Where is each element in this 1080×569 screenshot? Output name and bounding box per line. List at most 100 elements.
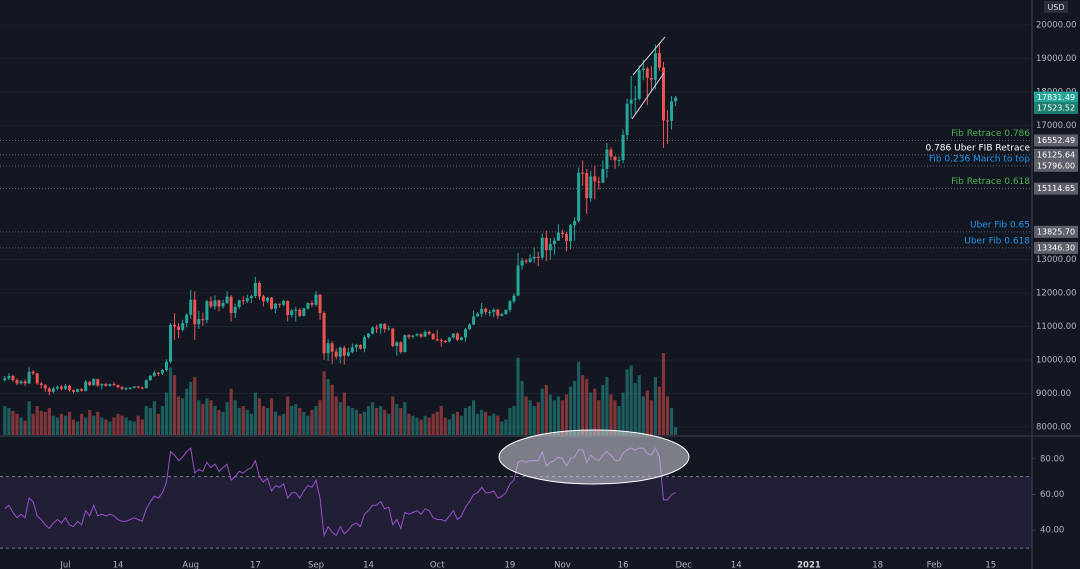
candle-body (39, 383, 43, 386)
volume-bar (649, 400, 653, 435)
volume-bar (564, 394, 569, 435)
candle-body (504, 309, 508, 315)
candle-body (670, 101, 674, 121)
candle-body (645, 68, 649, 78)
candle-body (512, 295, 516, 302)
x-tick-label: Nov (554, 561, 571, 569)
y-tick-label: 8000.00 (1036, 422, 1071, 432)
volume-bar (3, 406, 7, 435)
volume-bar (431, 413, 435, 435)
candle-body (233, 307, 237, 314)
candle-body (674, 97, 678, 102)
volume-bar (383, 409, 387, 435)
candle-body (476, 313, 480, 317)
volume-bar (156, 413, 160, 435)
candle-body (637, 70, 641, 99)
volume-bar (520, 380, 524, 435)
volume-bar (556, 396, 561, 435)
level-label: Fib 0.236 March to top (929, 154, 1030, 164)
candle-body (609, 149, 613, 157)
y-tick-label: 9000.00 (1036, 389, 1071, 399)
volume-bar (39, 410, 43, 435)
candle-body (342, 347, 346, 356)
volume-bar (278, 415, 282, 435)
last-price: 17831.49 (1037, 93, 1075, 102)
volume-bar (415, 417, 419, 435)
volume-bar (286, 396, 290, 435)
candle-body (88, 381, 92, 386)
volume-bar (621, 392, 625, 435)
volume-bar (617, 406, 621, 435)
rsi-tick-label: 60.00 (1040, 490, 1064, 500)
x-tick-label: 19 (505, 561, 516, 569)
candle-body (108, 384, 112, 386)
volume-bar (435, 411, 439, 435)
volume-bar (282, 413, 286, 435)
volume-bar (265, 407, 270, 435)
volume-bar (366, 406, 371, 435)
volume-bar (269, 398, 274, 435)
volume-bar (661, 353, 666, 435)
candle-body (298, 309, 302, 316)
candle-body (597, 181, 601, 183)
candle-body (31, 371, 35, 374)
volume-bar (370, 402, 375, 435)
candle-body (128, 387, 132, 389)
candle-body (500, 314, 504, 316)
price-tag-box (1034, 225, 1078, 238)
candle-body (7, 376, 11, 379)
candle-body (472, 316, 476, 325)
x-tick-label: Oct (430, 561, 445, 569)
price-tag-box (1034, 182, 1078, 195)
volume-bar (92, 415, 96, 435)
volume-bar (504, 419, 508, 435)
candle-body (383, 323, 387, 330)
volume-bar (560, 400, 565, 435)
candle-body (282, 301, 286, 305)
volume-bar (164, 392, 169, 435)
volume-bar (67, 411, 72, 435)
volume-bar (476, 413, 480, 435)
y-tick-label: 11000.00 (1036, 322, 1077, 332)
candle-body (350, 347, 354, 353)
candle-body (661, 67, 665, 121)
volume-bar (593, 388, 597, 435)
highlight-ellipse (498, 429, 690, 485)
rsi-band-fill (0, 476, 1032, 549)
volume-bar (451, 413, 455, 435)
candle-body (76, 389, 80, 392)
x-tick-label: Aug (182, 561, 199, 569)
volume-bar (403, 402, 407, 435)
volume-bar (540, 388, 544, 435)
candle-body (318, 294, 322, 314)
volume-bar (31, 413, 35, 435)
candle-body (573, 220, 577, 226)
volume-bar (480, 409, 484, 435)
candle-body (225, 296, 229, 304)
volume-bar (657, 386, 662, 435)
candle-body (140, 387, 144, 389)
candle-body (565, 234, 569, 242)
candle-layer (3, 42, 678, 396)
volume-bar (407, 413, 411, 435)
candle-body (427, 331, 431, 334)
volume-bar (221, 411, 225, 435)
volume-bar (496, 415, 500, 435)
candle-body (68, 385, 72, 391)
x-tick-label: Jul (59, 561, 70, 569)
volume-bar (641, 396, 645, 435)
volume-bar (253, 392, 257, 435)
rsi-layer (0, 446, 1035, 549)
x-tick-label: 14 (731, 561, 742, 569)
volume-bar (233, 400, 237, 435)
candle-body (229, 296, 233, 314)
candle-body (19, 381, 23, 384)
volume-bar (273, 411, 278, 435)
candle-body (274, 303, 278, 309)
candle-body (193, 299, 197, 325)
candle-body (261, 296, 265, 302)
candle-body (270, 297, 274, 309)
candle-body (185, 314, 189, 324)
y-tick-label: 12000.00 (1036, 288, 1077, 298)
volume-bar (84, 417, 88, 435)
